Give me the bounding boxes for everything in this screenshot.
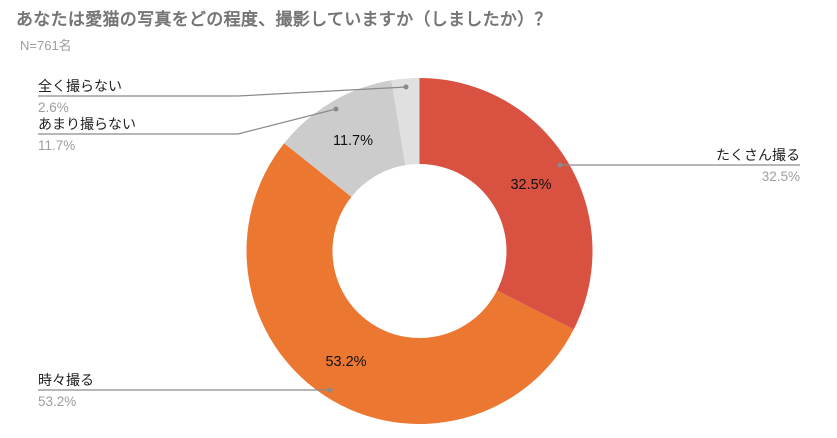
callout-takusan: たくさん撮る 32.5% xyxy=(557,147,800,184)
label-amari-pct: 11.7% xyxy=(38,138,75,153)
slice-label-takusan: 32.5% xyxy=(510,177,551,193)
slice-mattaku xyxy=(391,78,420,166)
callout-tokidoki: 時々撮る 53.2% xyxy=(38,372,333,409)
slice-tokidoki xyxy=(246,143,574,425)
slice-label-amari: 11.7% xyxy=(333,133,373,149)
label-tokidoki-name: 時々撮る xyxy=(38,372,94,389)
callout-mattaku: 全く撮らない 2.6% xyxy=(38,78,409,115)
label-amari-name: あまり撮らない xyxy=(38,116,136,133)
slice-takusan xyxy=(419,78,593,330)
donut-slices xyxy=(246,78,593,425)
label-takusan-name: たくさん撮る xyxy=(716,147,800,164)
slice-label-tokidoki: 53.2% xyxy=(325,354,366,370)
label-mattaku-pct: 2.6% xyxy=(38,100,69,115)
chart-title: あなたは愛猫の写真をどの程度、撮影していますか（しましたか）？ xyxy=(16,10,552,30)
sample-size: N=761名 xyxy=(20,38,72,53)
label-mattaku-name: 全く撮らない xyxy=(38,78,122,95)
slice-amari xyxy=(284,80,406,197)
callout-amari: あまり撮らない 11.7% xyxy=(38,106,339,153)
label-takusan-pct: 32.5% xyxy=(762,169,800,184)
label-tokidoki-pct: 53.2% xyxy=(38,394,76,409)
